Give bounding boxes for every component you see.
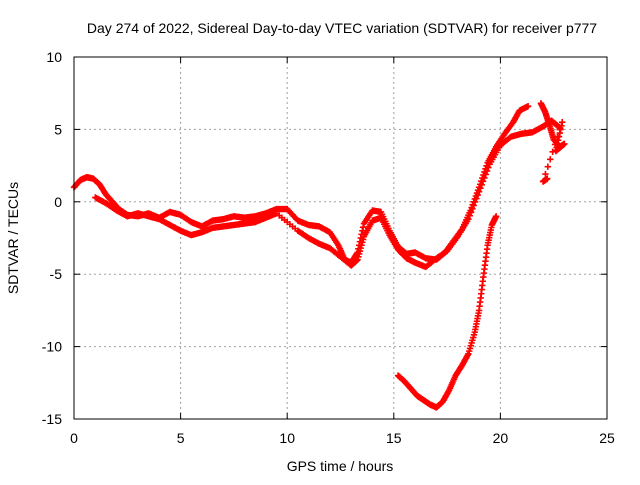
axis-ticks xyxy=(73,56,608,420)
y-tick-label: 10 xyxy=(46,49,62,65)
data-point xyxy=(477,185,484,192)
data-series xyxy=(537,100,568,185)
y-tick-label: -5 xyxy=(50,266,63,282)
data-point xyxy=(554,133,561,141)
data-point xyxy=(483,167,491,175)
data-point xyxy=(551,141,559,148)
data-point xyxy=(492,213,500,220)
y-tick-label: 0 xyxy=(54,194,62,210)
x-tick-label: 10 xyxy=(279,430,295,446)
data-point xyxy=(474,191,481,199)
y-tick-label: -15 xyxy=(42,411,62,427)
data-point xyxy=(479,178,487,185)
y-axis-label: SDTVAR / TECUs xyxy=(5,182,21,294)
data-series xyxy=(70,103,532,266)
data-point xyxy=(556,126,564,133)
data-point xyxy=(473,195,480,202)
chart-title: Day 274 of 2022, Sidereal Day-to-day VTE… xyxy=(87,20,597,36)
grid-lines xyxy=(74,57,607,419)
data-point xyxy=(482,171,489,178)
x-tick-label: 0 xyxy=(70,430,78,446)
y-tick-label: -10 xyxy=(42,339,62,355)
data-series xyxy=(394,213,500,411)
data-point xyxy=(559,118,566,126)
x-axis-label: GPS time / hours xyxy=(287,458,394,474)
data-point xyxy=(481,174,488,182)
data-points xyxy=(70,100,568,411)
data-point xyxy=(467,209,475,216)
data-point xyxy=(465,215,472,223)
x-tick-label: 15 xyxy=(386,430,402,446)
data-point xyxy=(485,164,492,171)
data-point xyxy=(471,198,479,206)
data-point xyxy=(524,103,532,110)
data-point xyxy=(466,212,473,219)
data-point xyxy=(470,202,477,209)
data-point xyxy=(475,188,483,195)
tick-labels: 0 5 10 15 20 25 -15 -10 -5 0 5 10 xyxy=(42,49,615,446)
data-point xyxy=(478,181,485,188)
data-point xyxy=(547,156,554,163)
data-point xyxy=(544,175,551,182)
x-tick-label: 25 xyxy=(599,430,615,446)
x-tick-label: 5 xyxy=(177,430,185,446)
y-tick-label: 5 xyxy=(54,121,62,137)
data-point xyxy=(469,205,476,213)
x-tick-label: 20 xyxy=(493,430,509,446)
data-series xyxy=(92,117,564,271)
plot-frame xyxy=(73,56,608,420)
data-point xyxy=(544,163,552,170)
data-point xyxy=(549,148,556,156)
